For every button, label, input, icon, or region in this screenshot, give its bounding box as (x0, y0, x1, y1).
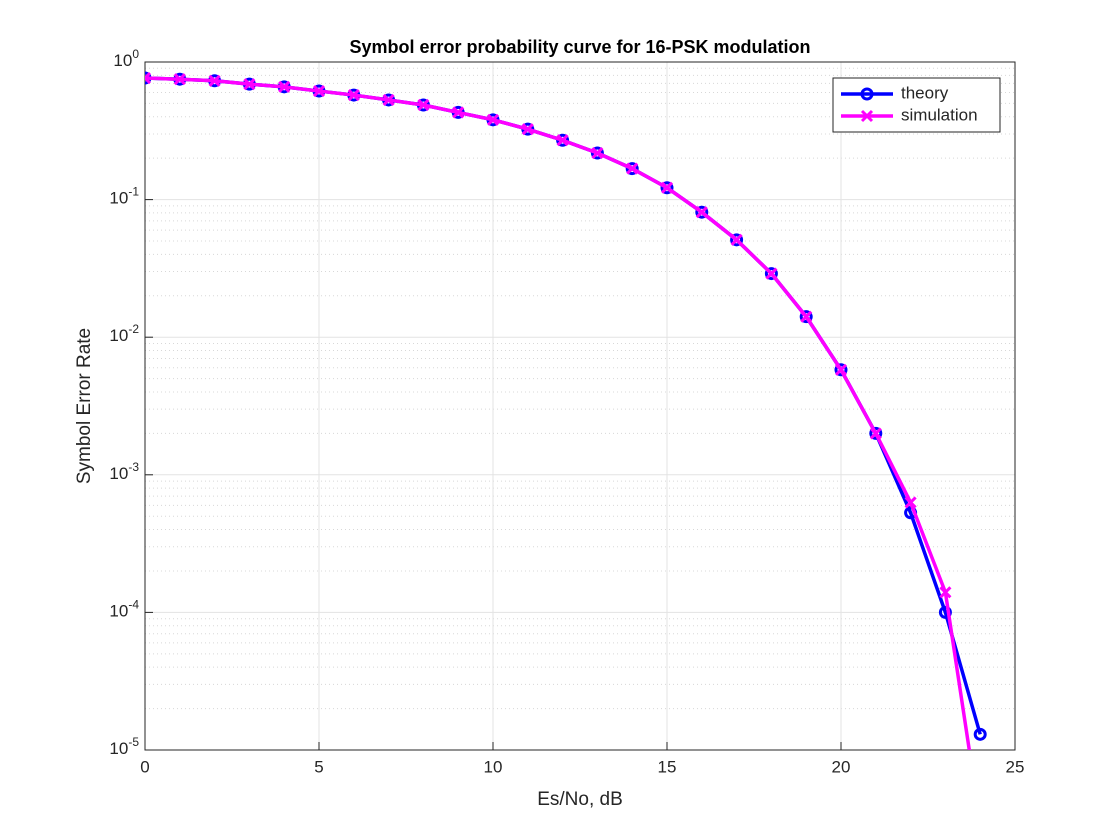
legend-marker (860, 87, 874, 101)
marker (939, 586, 952, 599)
plot-area (145, 62, 1015, 750)
marker (486, 113, 500, 126)
legend-label: simulation (901, 105, 978, 124)
marker (800, 310, 813, 323)
y-tick-label: 10-3 (109, 460, 139, 483)
y-axis-label: Symbol Error Rate (74, 328, 95, 484)
marker (869, 426, 883, 440)
marker (660, 181, 674, 195)
marker (625, 162, 639, 176)
chart-title: Symbol error probability curve for 16-PS… (349, 37, 810, 57)
marker (730, 233, 744, 247)
y-tick-label: 10-5 (109, 735, 139, 758)
x-tick-label: 25 (1006, 757, 1025, 776)
y-tick-label: 10-2 (109, 322, 139, 345)
marker (173, 73, 186, 86)
x-tick-label: 15 (658, 757, 677, 776)
marker (938, 605, 952, 619)
marker (695, 205, 709, 219)
marker (278, 80, 291, 93)
marker (834, 363, 848, 376)
marker (975, 817, 985, 827)
marker (834, 363, 848, 377)
axes-box (144, 61, 1016, 751)
y-tick-label: 10-4 (109, 598, 139, 621)
x-tick-label: 0 (140, 757, 149, 776)
marker (764, 267, 778, 281)
marker (556, 134, 569, 147)
legend-marker (860, 109, 874, 123)
legend-box (832, 77, 1001, 133)
x-tick-label: 5 (314, 757, 323, 776)
marker (626, 162, 639, 175)
marker (799, 310, 813, 324)
x-tick-label: 20 (832, 757, 851, 776)
plot-group (145, 71, 987, 827)
marker (973, 727, 987, 741)
marker (382, 93, 395, 107)
marker (452, 106, 465, 119)
y-tick-label: 10-1 (109, 185, 139, 208)
marker (521, 123, 534, 136)
legend-label: theory (901, 83, 949, 102)
x-tick-label: 10 (484, 757, 503, 776)
x-axis-label: Es/No, dB (537, 789, 623, 810)
marker (904, 496, 917, 509)
marker (591, 146, 604, 160)
marker (869, 427, 882, 440)
marker (730, 233, 743, 246)
marker (145, 71, 152, 85)
marker (208, 74, 221, 87)
marker (695, 206, 708, 219)
marker (347, 89, 360, 102)
marker (765, 267, 778, 280)
marker (243, 78, 256, 91)
marker (417, 98, 430, 112)
y-tick-label: 100 (113, 47, 139, 70)
marker (312, 84, 326, 98)
marker (660, 181, 674, 194)
